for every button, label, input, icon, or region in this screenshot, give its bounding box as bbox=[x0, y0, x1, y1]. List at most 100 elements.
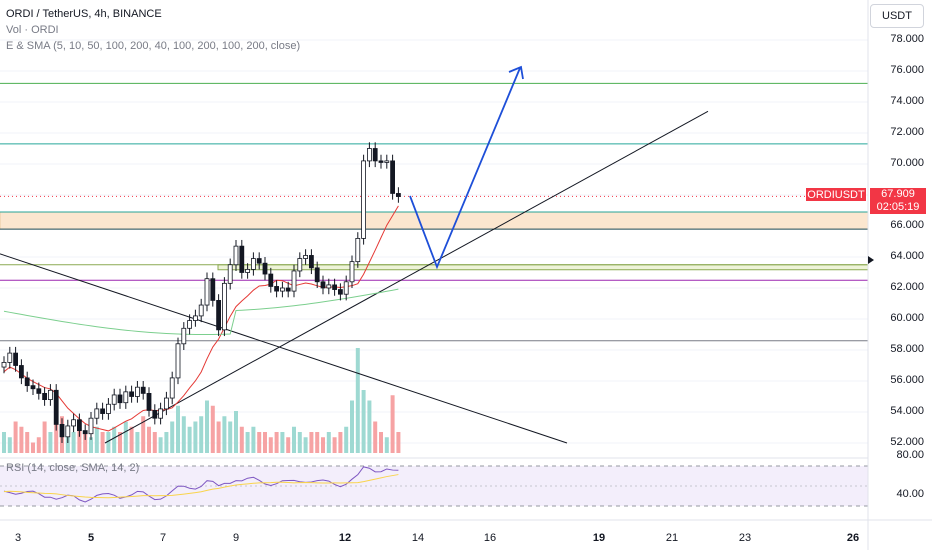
candle-body bbox=[82, 430, 88, 435]
volume-bar bbox=[7, 437, 12, 453]
candle-body bbox=[59, 423, 65, 438]
candle-body bbox=[187, 320, 193, 329]
candle-body bbox=[204, 278, 210, 306]
volume-bar bbox=[118, 432, 122, 453]
volume-bar bbox=[176, 405, 180, 453]
candle-body bbox=[36, 388, 42, 394]
price-axis-label: 64.000 bbox=[890, 250, 924, 262]
volume-bar bbox=[158, 437, 163, 453]
price-axis-label: 70.000 bbox=[890, 157, 924, 169]
volume-bar bbox=[292, 426, 296, 453]
price-axis-label: 74.000 bbox=[890, 95, 924, 107]
candle-body bbox=[314, 267, 320, 283]
volume-legend[interactable]: Vol · ORDI bbox=[6, 24, 59, 36]
symbol-title[interactable]: ORDI / TetherUS, 4h, BINANCE bbox=[6, 8, 162, 20]
volume-bar bbox=[245, 432, 250, 453]
projection-arrow bbox=[409, 67, 521, 270]
price-axis-label: 72.000 bbox=[890, 126, 924, 138]
candle-body bbox=[355, 237, 361, 263]
candle-body bbox=[221, 282, 227, 331]
rsi-axis-label: 40.00 bbox=[896, 488, 924, 500]
price-axis-label: 62.000 bbox=[890, 281, 924, 293]
candle-body bbox=[129, 391, 135, 397]
volume-bar bbox=[384, 437, 389, 453]
volume-bar bbox=[228, 421, 233, 453]
volume-bar bbox=[396, 432, 401, 453]
chart-legend: ORDI / TetherUS, 4h, BINANCE Vol · ORDI … bbox=[6, 6, 300, 54]
time-axis-label: 14 bbox=[411, 532, 425, 544]
rsi-band bbox=[0, 466, 868, 506]
volume-bar bbox=[315, 432, 320, 453]
candle-body bbox=[53, 389, 59, 425]
volume-bar bbox=[367, 400, 372, 453]
volume-bar bbox=[355, 348, 360, 453]
volume-bar bbox=[2, 432, 6, 453]
candle-body bbox=[163, 397, 169, 410]
volume-bar bbox=[326, 432, 331, 453]
last-price-badge: 67.909 02:05:19 bbox=[870, 188, 926, 214]
volume-bar bbox=[170, 421, 175, 453]
candle-body bbox=[169, 377, 175, 399]
volume-bar bbox=[251, 426, 256, 453]
volume-bar bbox=[332, 437, 337, 453]
volume-bar bbox=[42, 421, 47, 453]
candle-body bbox=[291, 270, 297, 292]
candle-body bbox=[216, 299, 222, 331]
countdown: 02:05:19 bbox=[876, 201, 920, 213]
rsi-legend[interactable]: RSI (14, close, SMA, 14, 2) bbox=[6, 462, 140, 474]
candle-body bbox=[192, 315, 198, 321]
supply-zone bbox=[0, 211, 869, 230]
candle-body bbox=[303, 255, 309, 259]
price-axis-label: 78.000 bbox=[890, 33, 924, 45]
volume-bar bbox=[274, 432, 279, 453]
candle-body bbox=[297, 258, 303, 272]
scroll-right-icon bbox=[868, 256, 874, 264]
volume-bar bbox=[263, 432, 267, 453]
volume-bar bbox=[129, 426, 134, 453]
volume-bar bbox=[303, 437, 308, 453]
currency-button[interactable]: USDT bbox=[870, 4, 924, 28]
candle-body bbox=[77, 419, 82, 432]
volume-bar bbox=[36, 437, 41, 453]
price-axis-label: 66.000 bbox=[890, 219, 924, 231]
candle-body bbox=[233, 245, 239, 266]
volume-bar bbox=[379, 432, 383, 453]
volume-bar bbox=[100, 432, 105, 453]
candle-body bbox=[158, 408, 164, 419]
volume-bar bbox=[268, 437, 273, 453]
ma-legend[interactable]: E & SMA (5, 10, 50, 100, 200, 40, 100, 2… bbox=[6, 40, 301, 52]
volume-bar bbox=[83, 432, 88, 453]
candle-body bbox=[123, 391, 129, 404]
candle-body bbox=[140, 386, 146, 394]
volume-bar bbox=[89, 437, 93, 453]
candle-body bbox=[1, 361, 7, 368]
volume-bar bbox=[222, 416, 227, 453]
volume-bar bbox=[31, 442, 35, 453]
volume-bar bbox=[350, 400, 354, 453]
volume-bar bbox=[205, 400, 209, 453]
time-axis-label: 19 bbox=[592, 532, 606, 544]
price-axis-label: 60.000 bbox=[890, 312, 924, 324]
last-price: 67.909 bbox=[881, 188, 915, 200]
volume-bar bbox=[147, 426, 151, 453]
volume-bar bbox=[135, 432, 140, 453]
candle-body bbox=[210, 278, 216, 301]
candle-body bbox=[390, 160, 396, 194]
candle-body bbox=[279, 287, 285, 292]
candle-body bbox=[13, 352, 19, 366]
candle-body bbox=[106, 403, 111, 414]
candle-body bbox=[268, 273, 274, 287]
candle-body bbox=[65, 425, 71, 438]
time-axis-label: 3 bbox=[14, 532, 22, 544]
candle-body bbox=[175, 343, 181, 379]
volume-bar bbox=[286, 437, 291, 453]
candle-body bbox=[256, 258, 262, 264]
candle-body bbox=[250, 258, 256, 270]
price-axis-label: 54.000 bbox=[890, 405, 924, 417]
price-axis-label: 76.000 bbox=[890, 64, 924, 76]
volume-bar bbox=[123, 421, 128, 453]
price-axis-label: 58.000 bbox=[890, 343, 924, 355]
time-axis-label: 16 bbox=[483, 532, 497, 544]
volume-bar bbox=[210, 405, 215, 453]
